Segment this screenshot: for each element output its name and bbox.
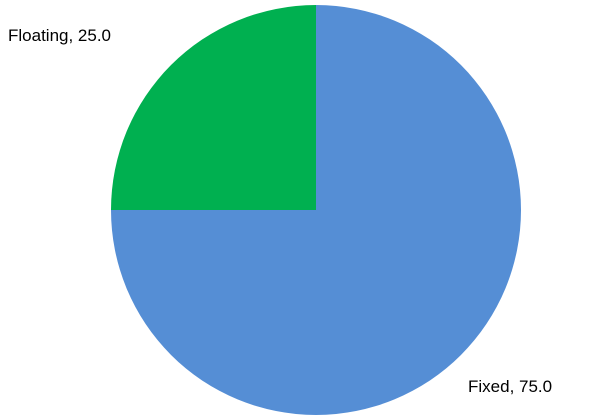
data-label-floating: Floating, 25.0 — [8, 26, 111, 45]
data-label-fixed: Fixed, 75.0 — [468, 377, 552, 396]
pie-slices — [111, 5, 521, 415]
pie-slice-floating — [111, 5, 316, 210]
